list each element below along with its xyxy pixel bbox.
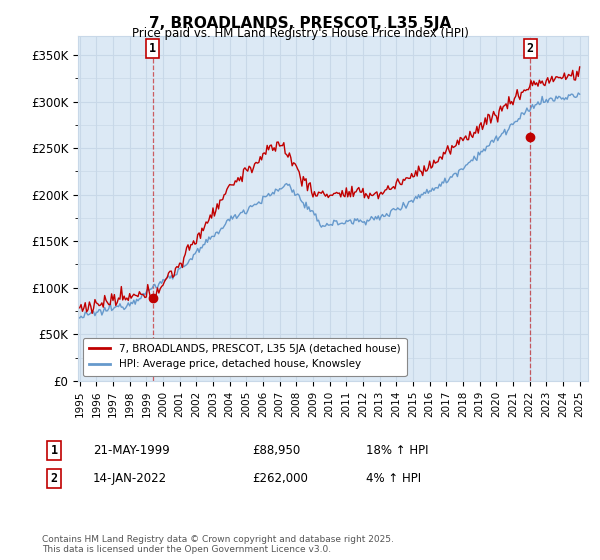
Text: 4% ↑ HPI: 4% ↑ HPI	[366, 472, 421, 486]
Text: 7, BROADLANDS, PRESCOT, L35 5JA: 7, BROADLANDS, PRESCOT, L35 5JA	[149, 16, 451, 31]
Text: £262,000: £262,000	[252, 472, 308, 486]
Text: 14-JAN-2022: 14-JAN-2022	[93, 472, 167, 486]
Legend: 7, BROADLANDS, PRESCOT, L35 5JA (detached house), HPI: Average price, detached h: 7, BROADLANDS, PRESCOT, L35 5JA (detache…	[83, 338, 407, 376]
Text: Price paid vs. HM Land Registry's House Price Index (HPI): Price paid vs. HM Land Registry's House …	[131, 27, 469, 40]
Text: 2: 2	[50, 472, 58, 486]
Text: 1: 1	[50, 444, 58, 458]
Text: 21-MAY-1999: 21-MAY-1999	[93, 444, 170, 458]
Text: 1: 1	[149, 41, 156, 54]
Text: 2: 2	[527, 41, 534, 54]
Text: £88,950: £88,950	[252, 444, 300, 458]
Text: 18% ↑ HPI: 18% ↑ HPI	[366, 444, 428, 458]
Text: Contains HM Land Registry data © Crown copyright and database right 2025.
This d: Contains HM Land Registry data © Crown c…	[42, 535, 394, 554]
